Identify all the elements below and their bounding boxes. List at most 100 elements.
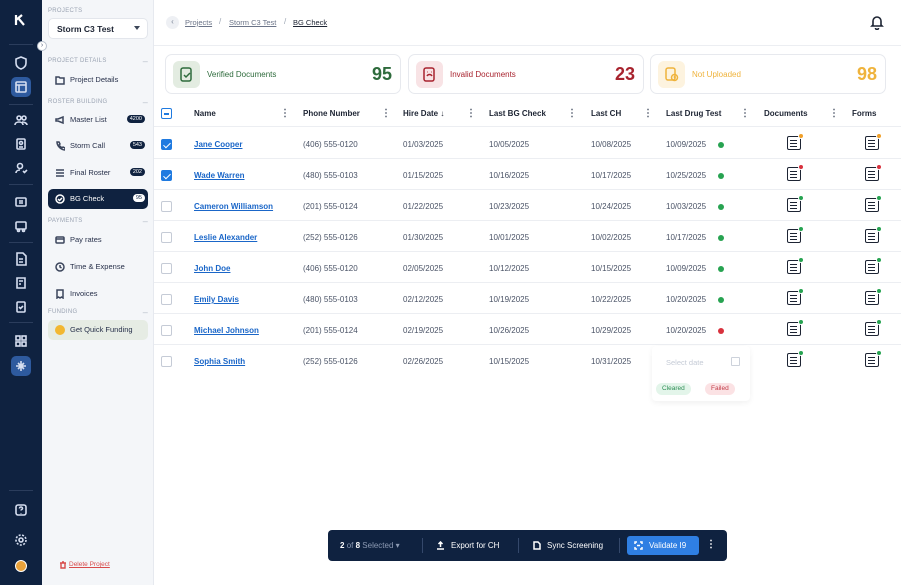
sidebar-item-pay-rates[interactable]: Pay rates [48,230,148,250]
employee-name-link[interactable]: Sophia Smith [194,357,246,366]
employee-name-link[interactable]: John Doe [194,264,231,273]
filter-cleared-chip[interactable]: Cleared [656,383,691,395]
employee-name-link[interactable]: Emily Davis [194,295,239,304]
avatar[interactable] [11,556,31,576]
sparkle-icon[interactable] [11,356,31,376]
edit-doc-icon[interactable] [11,273,31,293]
sidebar-item-bg-check[interactable]: BG Check 95 [48,189,148,209]
row-checkbox[interactable] [161,232,172,243]
date-picker-placeholder[interactable]: Select date [666,358,704,367]
row-checkbox[interactable] [161,294,172,305]
forms-icon[interactable] [865,226,882,243]
phone-cell: (406) 555-0120 [303,140,358,149]
project-select[interactable]: Storm C3 Test [48,18,148,39]
column-menu-icon[interactable]: ⋮ [643,108,653,119]
documents-icon[interactable] [787,195,804,212]
clipboard-icon[interactable] [11,297,31,317]
user-check-icon[interactable] [11,158,31,178]
column-header-last-drug-test[interactable]: Last Drug Test ⋮ [666,102,756,126]
column-menu-icon[interactable]: ⋮ [280,108,290,119]
forms-icon[interactable] [865,319,882,336]
forms-icon[interactable] [865,257,882,274]
row-checkbox[interactable] [161,356,172,367]
bell-icon[interactable] [870,15,884,31]
more-actions-icon[interactable]: ⋮ [706,539,716,550]
forms-icon[interactable] [865,350,882,367]
employee-name-link[interactable]: Michael Johnson [194,326,259,335]
row-checkbox[interactable] [161,263,172,274]
row-checkbox[interactable] [161,139,172,150]
row-checkbox[interactable] [161,325,172,336]
forms-icon[interactable] [865,195,882,212]
sidebar-item-master-list[interactable]: Master List 4200 [48,110,148,130]
employee-name-link[interactable]: Jane Cooper [194,140,243,149]
stat-card-not-uploaded[interactable]: Not Uploaded 98 [650,54,886,94]
sidebar-item-time-expense[interactable]: Time & Expense [48,257,148,277]
documents-icon[interactable] [787,133,804,150]
column-menu-icon[interactable]: ⋮ [567,108,577,119]
employee-name-link[interactable]: Leslie Alexander [194,233,258,242]
column-menu-icon[interactable]: ⋮ [381,108,391,119]
forms-icon[interactable] [865,133,882,150]
employee-name-link[interactable]: Wade Warren [194,171,245,180]
sidebar-item-get-quick-funding[interactable]: Get Quick Funding [48,320,148,340]
transfer-icon[interactable] [11,192,31,212]
rail-divider [9,490,33,491]
help-icon[interactable] [11,500,31,520]
validate-i9-button[interactable]: Validate I9 [627,536,699,555]
app-logo-icon[interactable] [11,10,31,30]
export-for-ch-button[interactable]: Export for CH [451,541,500,550]
last-ch-cell: 10/29/2025 [591,326,632,335]
back-button[interactable]: ‹ [166,16,179,29]
column-menu-icon[interactable]: ⋮ [740,108,750,119]
status-badge [798,226,804,232]
column-header-name[interactable]: Name ⋮ [194,102,294,126]
documents-icon[interactable] [787,257,804,274]
settings-gear-icon[interactable] [11,530,31,550]
trash-icon [60,561,66,569]
hire-date-cell: 02/26/2025 [403,357,444,366]
breadcrumb-projects[interactable]: Projects [185,18,213,27]
filter-failed-chip[interactable]: Failed [705,383,735,395]
column-header-phone[interactable]: Phone Number ⋮ [303,102,393,126]
row-checkbox[interactable] [161,170,172,181]
layout-icon[interactable] [11,77,31,97]
column-menu-icon[interactable]: ⋮ [829,108,839,119]
stat-card-verified[interactable]: Verified Documents 95 [165,54,401,94]
shield-icon[interactable] [11,53,31,73]
sidebar-item-final-roster[interactable]: Final Roster 202 [48,163,148,183]
sidebar-item-storm-call[interactable]: Storm Call 543 [48,136,148,156]
row-checkbox[interactable] [161,201,172,212]
column-header-documents[interactable]: Documents ⋮ [764,102,839,126]
column-header-last-bg-check[interactable]: Last BG Check ⋮ [489,102,579,126]
selection-dropdown[interactable]: 2 of 8 Selected ▾ [340,541,400,550]
forms-icon[interactable] [865,164,882,181]
column-header-last-ch[interactable]: Last CH ⋮ [591,102,656,126]
documents-icon[interactable] [787,164,804,181]
calendar-icon[interactable] [731,357,740,366]
documents-icon[interactable] [787,319,804,336]
column-menu-icon[interactable]: ⋮ [466,108,476,119]
documents-icon[interactable] [787,288,804,305]
sort-down-icon[interactable]: ↓ [440,109,445,118]
badge-icon[interactable] [11,134,31,154]
breadcrumb-project[interactable]: Storm C3 Test [229,18,277,27]
sidebar-item-project-details[interactable]: Project Details [48,70,148,90]
users-icon[interactable] [11,110,31,130]
column-header-forms[interactable]: Forms [852,109,877,118]
sidebar-item-invoices[interactable]: Invoices [48,284,148,304]
sidebar-collapse-button[interactable]: › [37,41,47,51]
select-all-checkbox[interactable] [161,108,172,119]
documents-icon[interactable] [787,226,804,243]
employee-name-link[interactable]: Cameron Williamson [194,202,274,211]
row-divider [154,344,901,345]
delete-project-link[interactable]: Delete Project [60,561,110,569]
sync-screening-button[interactable]: Sync Screening [547,541,604,550]
grid-icon[interactable] [11,331,31,351]
truck-icon[interactable] [11,216,31,236]
invoice-icon[interactable] [11,249,31,269]
column-header-hire-date[interactable]: Hire Date ↓ ⋮ [403,102,483,126]
stat-card-invalid[interactable]: Invalid Documents 23 [408,54,644,94]
documents-icon[interactable] [787,350,804,367]
forms-icon[interactable] [865,288,882,305]
